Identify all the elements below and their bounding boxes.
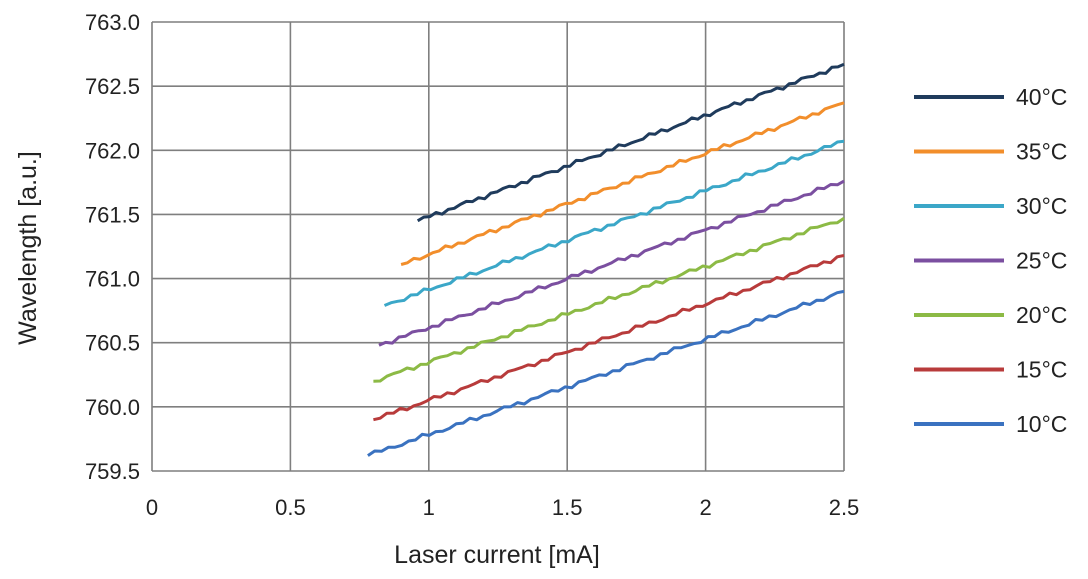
legend-item: 40°C	[914, 84, 1067, 110]
legend-label: 20°C	[1016, 302, 1067, 328]
series-line-20c	[373, 217, 845, 383]
series-line-15c	[373, 254, 845, 422]
x-tick-labels: 0 0.5 1 1.5 2 2.5	[146, 495, 859, 520]
legend: 40°C 35°C 30°C 25°C 20°C 15°C 10°C	[914, 84, 1067, 437]
legend-item: 20°C	[914, 302, 1067, 328]
series-line-10c	[367, 289, 845, 457]
y-tick-label: 762.0	[85, 138, 140, 163]
legend-item: 35°C	[914, 139, 1067, 165]
y-axis-label: Wavelength [a.u.]	[14, 151, 42, 345]
y-tick-label: 759.5	[85, 459, 140, 484]
y-tick-label: 760.0	[85, 395, 140, 420]
legend-label: 35°C	[1016, 139, 1067, 165]
x-tick-label: 0	[146, 495, 158, 520]
series-line-30c	[383, 139, 845, 307]
y-tick-label: 761.5	[85, 202, 140, 227]
legend-label: 25°C	[1016, 248, 1067, 274]
legend-label: 40°C	[1016, 84, 1067, 110]
y-tick-label: 762.5	[85, 74, 140, 99]
x-tick-label: 1.5	[552, 495, 583, 520]
legend-item: 30°C	[914, 193, 1067, 219]
x-tick-label: 1	[423, 495, 435, 520]
legend-item: 10°C	[914, 411, 1067, 437]
legend-item: 15°C	[914, 357, 1067, 383]
legend-label: 30°C	[1016, 193, 1067, 219]
legend-item: 25°C	[914, 248, 1067, 274]
x-tick-label: 0.5	[275, 495, 306, 520]
y-tick-label: 761.0	[85, 267, 140, 292]
series-lines	[367, 62, 845, 457]
y-tick-label: 760.5	[85, 331, 140, 356]
legend-label: 15°C	[1016, 357, 1067, 383]
y-tick-labels: 759.5 760.0 760.5 761.0 761.5 762.0 762.5 763.0	[85, 10, 140, 484]
series-line-35c	[400, 101, 845, 266]
series-line-40c	[416, 62, 845, 223]
x-axis-label: Laser current [mA]	[394, 541, 600, 569]
x-tick-label: 2	[699, 495, 711, 520]
legend-label: 10°C	[1016, 411, 1067, 437]
grid-lines	[151, 21, 845, 472]
x-tick-label: 2.5	[829, 495, 860, 520]
series-line-25c	[378, 179, 845, 347]
y-tick-label: 763.0	[85, 10, 140, 35]
